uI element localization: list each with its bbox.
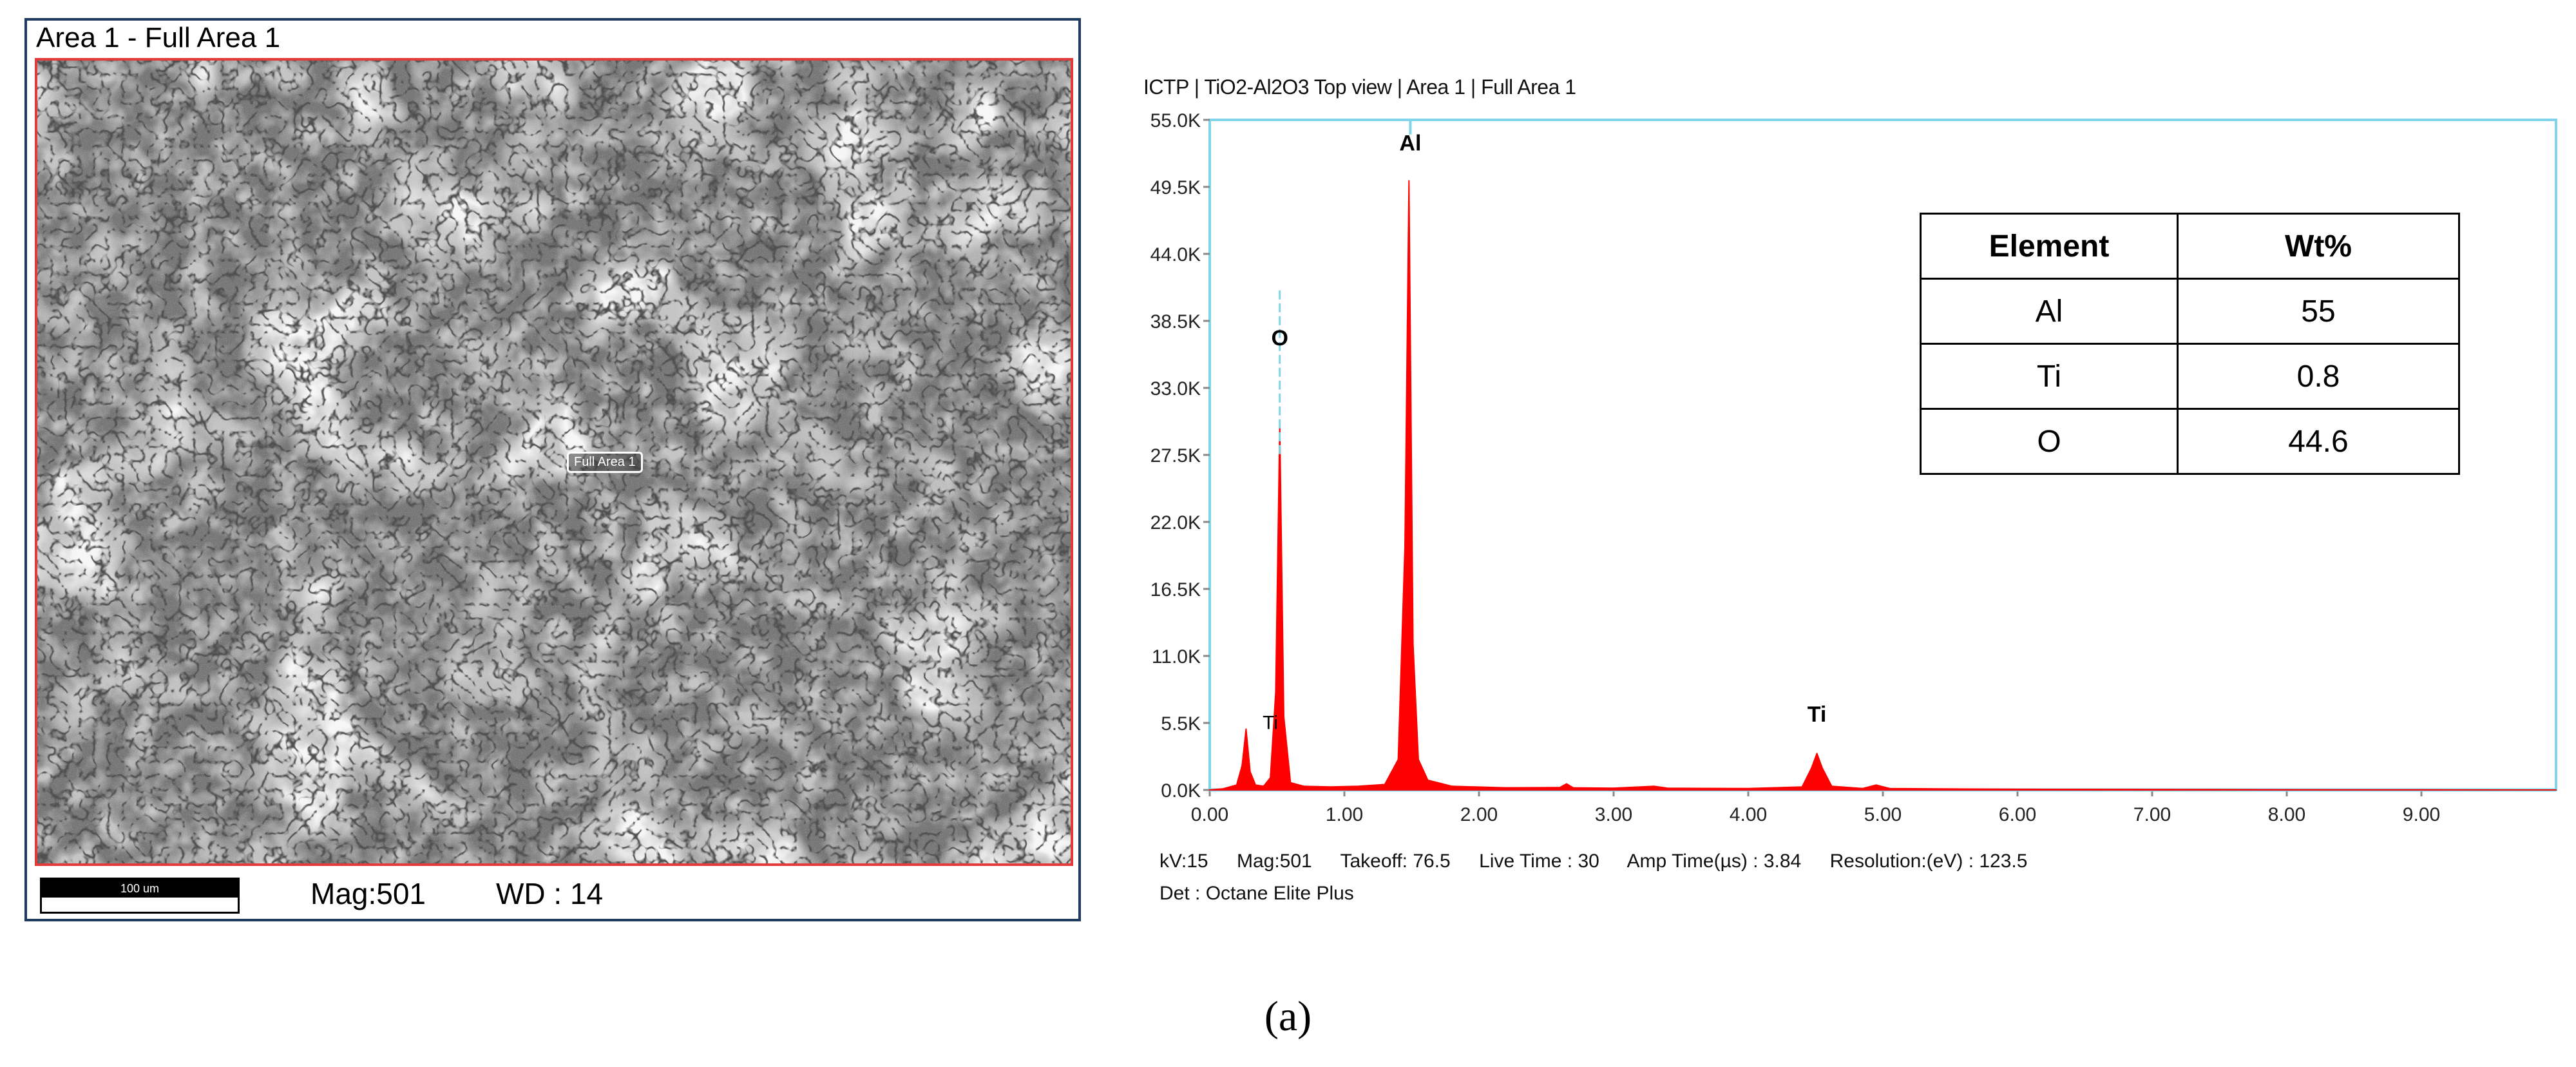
table-row: Ti 0.8 <box>1920 343 2460 410</box>
table-row: O 44.6 <box>1920 408 2460 475</box>
table-cell-element: Al <box>1920 278 2179 345</box>
eds-resolution: Resolution:(eV) : 123.5 <box>1829 851 2028 872</box>
x-tick-label: 1.00 <box>1326 804 1363 825</box>
eds-acquisition-params: kV:15 Mag:501 Takeoff: 76.5 Live Time : … <box>1159 851 2050 872</box>
eds-kv: kV:15 <box>1159 851 1208 872</box>
y-tick-label: 0.0K <box>1161 780 1201 802</box>
sem-texture <box>37 61 1071 863</box>
table-header-element: Element <box>1920 213 2179 280</box>
table-header-wt: Wt% <box>2177 213 2460 280</box>
sem-title: Area 1 - Full Area 1 <box>36 22 281 53</box>
y-tick-label: 27.5K <box>1150 445 1201 466</box>
y-tick-label: 38.5K <box>1150 311 1201 332</box>
x-tick-label: 5.00 <box>1864 804 1902 825</box>
eds-amp-time: Amp Time(µs) : 3.84 <box>1627 851 1802 872</box>
y-tick-label: 55.0K <box>1150 110 1201 131</box>
peak-label: Ti <box>1263 712 1278 733</box>
x-tick-label: 8.00 <box>2268 804 2305 825</box>
eds-detector: Det : Octane Elite Plus <box>1159 883 1354 904</box>
x-tick-label: 3.00 <box>1595 804 1632 825</box>
composition-table: Element Wt% Al 55 Ti 0.8 O 44.6 <box>1920 213 2460 475</box>
scale-bar: 100 um <box>40 878 240 914</box>
sem-panel: Area 1 - Full Area 1 <box>24 18 1081 921</box>
y-tick-label: 44.0K <box>1150 244 1201 265</box>
x-tick-label: 0.00 <box>1191 804 1228 825</box>
table-row: Al 55 <box>1920 278 2460 345</box>
figure-caption: (a) <box>1264 993 1312 1040</box>
x-tick-label: 6.00 <box>1999 804 2036 825</box>
eds-takeoff: Takeoff: 76.5 <box>1340 851 1451 872</box>
eds-mag: Mag:501 <box>1236 851 1312 872</box>
sem-magnification: Mag:501 <box>310 877 426 910</box>
table-cell-element: O <box>1920 408 2179 475</box>
eds-live-time: Live Time : 30 <box>1479 851 1599 872</box>
x-tick-label: 2.00 <box>1460 804 1498 825</box>
eds-header: ICTP | TiO2-Al2O3 Top view | Area 1 | Fu… <box>1143 75 1576 99</box>
y-tick-label: 33.0K <box>1150 378 1201 399</box>
table-cell-wt: 0.8 <box>2177 343 2460 410</box>
sem-micrograph: Full Area 1 <box>35 58 1073 866</box>
x-tick-label: 7.00 <box>2133 804 2171 825</box>
peak-label: Ti <box>1808 702 1827 727</box>
y-tick-label: 11.0K <box>1152 646 1201 668</box>
peak-label: O <box>1271 326 1288 351</box>
table-cell-wt: 44.6 <box>2177 408 2460 475</box>
sem-working-distance: WD : 14 <box>496 877 604 910</box>
y-tick-label: 49.5K <box>1150 177 1201 198</box>
y-tick-label: 16.5K <box>1150 579 1201 601</box>
x-tick-label: 4.00 <box>1730 804 1767 825</box>
table-cell-wt: 55 <box>2177 278 2460 345</box>
table-cell-element: Ti <box>1920 343 2179 410</box>
table-header-row: Element Wt% <box>1920 213 2460 280</box>
y-tick-label: 5.5K <box>1161 713 1201 735</box>
spectrum-area-0 <box>1209 180 2557 791</box>
full-area-label[interactable]: Full Area 1 <box>567 452 643 473</box>
scale-bar-fill <box>42 880 238 898</box>
x-tick-label: 9.00 <box>2403 804 2440 825</box>
scale-bar-label: 100 um <box>120 882 160 895</box>
peak-label: Al <box>1399 131 1421 155</box>
y-tick-label: 22.0K <box>1150 512 1201 534</box>
